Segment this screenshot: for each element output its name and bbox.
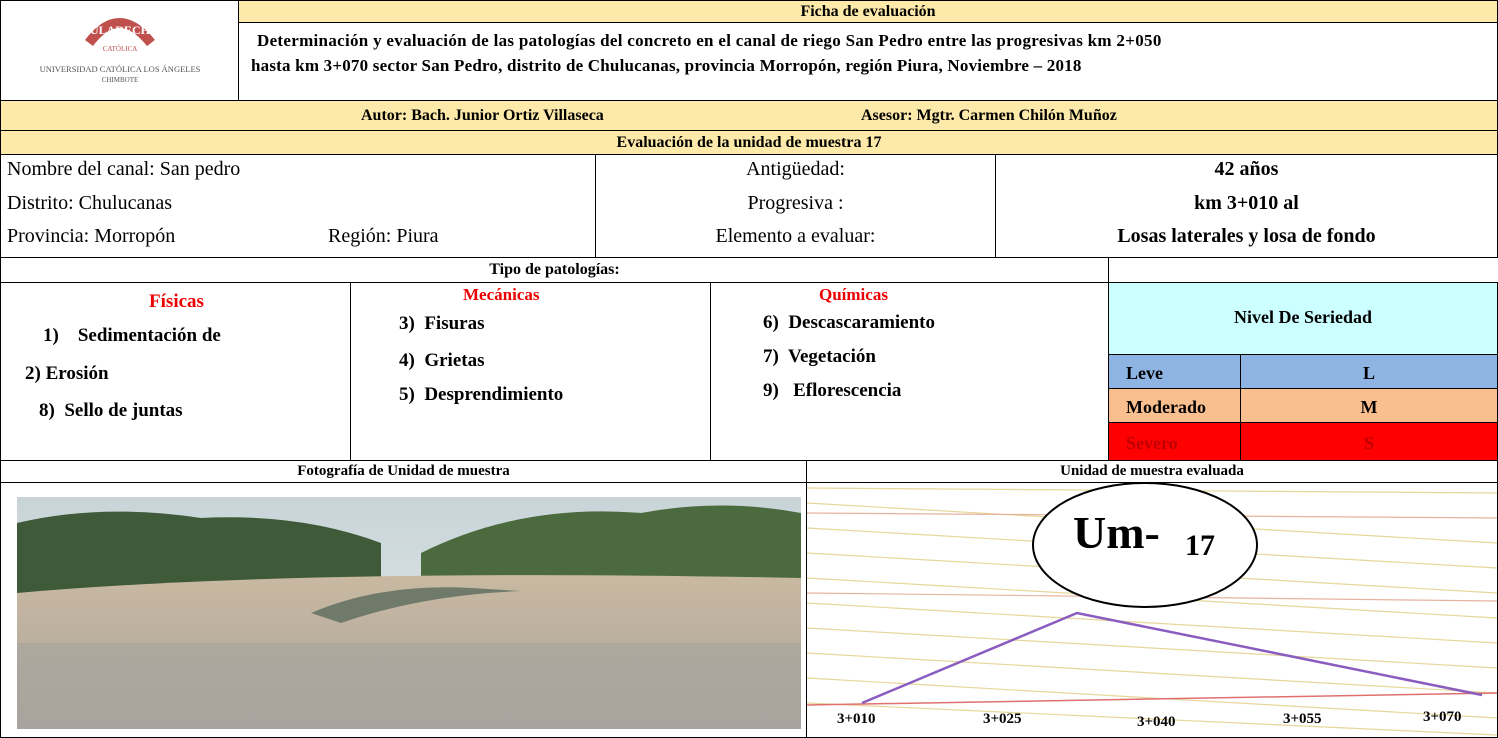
gravel (17, 643, 801, 729)
group-cell: Mecánicas 3) Fisuras 4) Grietas 5) Despr… (350, 282, 711, 461)
group-name: Mecánicas (463, 285, 540, 304)
info-text: Provincia: Morropón (7, 225, 176, 247)
severity-name-cell: Moderado (1108, 388, 1241, 423)
severity-name: Leve (1126, 363, 1163, 383)
diagram-label: Um- (1073, 507, 1160, 558)
diagram-cell: Um- 17 3+010 3+025 3+040 3+055 3+070 (806, 482, 1498, 738)
advisor: Asesor: Mgtr. Carmen Chilón Muñoz (861, 107, 1117, 124)
header-title-cell: Ficha de evaluación (238, 0, 1498, 23)
label-ellipse (1032, 483, 1258, 608)
info-label: Antigüedad: (746, 158, 845, 180)
description-cell: Determinación y evaluación de las patolo… (238, 22, 1498, 101)
group-item: 8) Sello de juntas (39, 400, 183, 421)
progressive: 3+070 (1423, 709, 1462, 725)
photo-cell (0, 482, 807, 738)
pathologies-title: Tipo de patologías: (489, 261, 620, 278)
group-cell: Físicas 1) Sedimentación de 2) Erosión 8… (0, 282, 351, 461)
baseline (807, 692, 1497, 706)
info-text: Distrito: Chulucanas (7, 192, 172, 214)
trees (421, 505, 801, 583)
info-left: Nombre del canal: San pedro Distrito: Ch… (0, 154, 596, 258)
info-text: Nombre del canal: San pedro (7, 158, 241, 180)
severity-code-cell: M (1240, 388, 1498, 423)
logo-name: ULADECH (90, 23, 151, 37)
info-text: Región: Piura (328, 225, 439, 247)
diagram-title: Unidad de muestra evaluada (1060, 463, 1244, 479)
description: hasta km 3+070 sector San Pedro, distrit… (251, 56, 1082, 75)
group-item: 4) Grietas (399, 350, 485, 371)
group-item: 5) Desprendimiento (399, 384, 564, 405)
progressive: 3+010 (837, 711, 876, 727)
group-name: Físicas (149, 291, 204, 312)
severity-code: L (1362, 363, 1375, 383)
severity-name: Moderado (1126, 397, 1206, 417)
severity-name-cell: Severo (1108, 422, 1241, 461)
severity-code-cell: L (1240, 354, 1498, 389)
photo-title-cell: Fotografía de Unidad de muestra (0, 460, 807, 483)
info-label: Elemento a evaluar: (715, 225, 876, 247)
severity-title-cell: Nivel De Seriedad (1108, 282, 1498, 355)
severity-code-cell: S (1240, 422, 1498, 461)
info-right: 42 años km 3+010 al Losas laterales y lo… (995, 154, 1498, 258)
logo-city: CHIMBOTE (102, 76, 139, 84)
logo-university: UNIVERSIDAD CATÓLICA LOS ÁNGELES (40, 64, 201, 74)
diagram: Um- 17 3+010 3+025 3+040 3+055 3+070 (807, 483, 1497, 736)
pathologies-title-cell: Tipo de patologías: (0, 257, 1109, 283)
info-value: km 3+010 al (1194, 192, 1299, 214)
photo (17, 497, 801, 729)
group-cell: Químicas 6) Descascaramiento 7) Vegetaci… (710, 282, 1109, 461)
group-item: 1) Sedimentación de (43, 325, 221, 346)
photo-title: Fotografía de Unidad de muestra (297, 463, 510, 479)
logo: ULADECH CATÓLICA UNIVERSIDAD CATÓLICA LO… (40, 18, 201, 84)
info-mid: Antigüedad: Progresiva : Elemento a eval… (595, 154, 996, 258)
group-item: 7) Vegetación (763, 346, 876, 367)
diagram-number: 17 (1185, 529, 1215, 562)
diagram-title-cell: Unidad de muestra evaluada (806, 460, 1498, 483)
sample-lines (861, 611, 1483, 705)
section-cell: Evaluación de la unidad de muestra 17 (0, 130, 1498, 155)
authors-cell: Autor: Bach. Junior Ortiz Villaseca Ases… (0, 100, 1498, 131)
progressive: 3+055 (1283, 711, 1322, 727)
info-label: Progresiva : (747, 192, 844, 214)
description: Determinación y evaluación de las patolo… (257, 31, 1162, 50)
logo-sub: CATÓLICA (103, 45, 138, 53)
author: Autor: Bach. Junior Ortiz Villaseca (361, 107, 604, 124)
canal (311, 587, 521, 623)
info-value: 42 años (1214, 158, 1279, 180)
logo-cell: ULADECH CATÓLICA UNIVERSIDAD CATÓLICA LO… (0, 0, 239, 101)
progressive: 3+040 (1137, 714, 1176, 730)
group-name: Químicas (819, 285, 888, 304)
progressive: 3+025 (983, 711, 1022, 727)
severity-code: M (1360, 397, 1378, 417)
severity-name-cell: Leve (1108, 354, 1241, 389)
section-title: Evaluación de la unidad de muestra 17 (616, 134, 882, 151)
severity-code: S (1363, 433, 1374, 453)
header-title: Ficha de evaluación (800, 3, 936, 20)
info-value: Losas laterales y losa de fondo (1117, 225, 1376, 247)
group-item: 3) Fisuras (399, 313, 485, 334)
group-item: 6) Descascaramiento (763, 312, 936, 333)
group-item: 9) Eflorescencia (763, 380, 902, 401)
severity-title: Nivel De Seriedad (1234, 307, 1372, 327)
severity-name: Severo (1126, 433, 1178, 453)
logo-arc (85, 18, 155, 47)
group-item: 2) Erosión (25, 363, 109, 384)
